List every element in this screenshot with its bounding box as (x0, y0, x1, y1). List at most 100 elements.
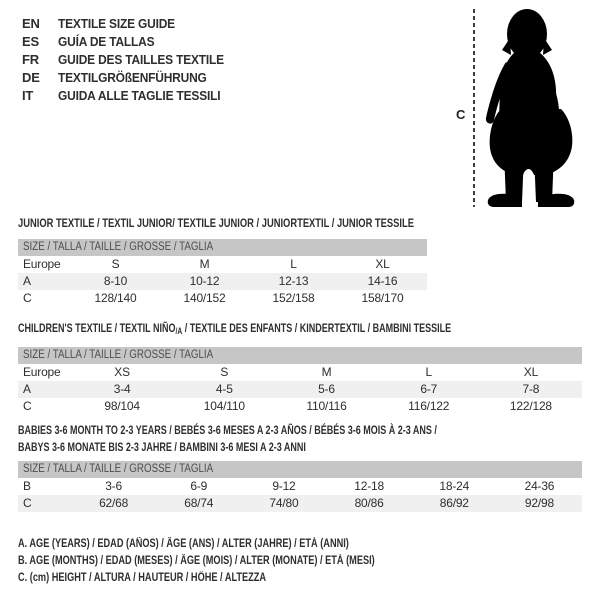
months-cell: 3-6 (105, 479, 122, 493)
height-cell: 68/74 (184, 496, 214, 510)
junior-size-table: SIZE / TALLA / TAILLE / GRÖSSE / TAGLIA … (18, 239, 427, 307)
row-label: C (23, 291, 32, 305)
footnote-a: A. AGE (YEARS) / EDAD (AÑOS) / ÂGE (ANS)… (18, 536, 464, 553)
months-cell: 9-12 (272, 479, 296, 493)
table-row-age: A 3-4 4-5 5-6 6-7 7-8 (18, 381, 582, 398)
height-cell: 98/104 (104, 399, 140, 413)
legend-row-es: ES GUÍA DE TALLAS (22, 33, 238, 51)
title-post: / TEXTILE DES ENFANTS / KINDERTEXTIL / B… (182, 321, 452, 335)
table-row-height: C 128/140 140/152 152/158 158/170 (18, 290, 427, 307)
table-row-height: C 98/104 104/110 110/116 116/122 122/128 (18, 398, 582, 415)
size-cell: L (290, 257, 297, 271)
age-cell: 10-12 (189, 274, 220, 288)
language-code: IT (22, 88, 34, 103)
language-code: DE (22, 70, 40, 85)
guide-title-en: TEXTILE SIZE GUIDE (58, 16, 175, 31)
height-cell: 92/98 (524, 496, 554, 510)
height-cell: 122/128 (509, 399, 552, 413)
guide-title-it: GUIDA ALLE TAGLIE TESSILI (58, 88, 221, 103)
babies-size-table: SIZE / TALLA / TAILLE / GRÖSSE / TAGLIA … (18, 461, 582, 512)
height-cell: 104/110 (203, 399, 245, 413)
row-label: C (23, 399, 32, 413)
size-cell: XS (114, 365, 130, 379)
footnotes: A. AGE (YEARS) / EDAD (AÑOS) / ÂGE (ANS)… (18, 536, 464, 587)
size-table-header: SIZE / TALLA / TAILLE / GRÖSSE / TAGLIA (18, 239, 427, 256)
language-code: EN (22, 16, 40, 31)
children-size-table: SIZE / TALLA / TAILLE / GRÖSSE / TAGLIA … (18, 347, 582, 415)
babies-title-line2: BABYS 3-6 MONATE BIS 2-3 JAHRE / BAMBINI… (18, 440, 306, 454)
language-code: ES (22, 34, 39, 49)
size-table-header-text: SIZE / TALLA / TAILLE / GRÖSSE / TAGLIA (23, 463, 214, 475)
row-label: Europe (23, 257, 61, 271)
height-cell: 80/86 (354, 496, 384, 510)
table-row-months: B 3-6 6-9 9-12 12-18 18-24 24-36 (18, 478, 582, 495)
row-label: A (23, 274, 31, 288)
row-label: A (23, 382, 31, 396)
footnote-b: B. AGE (MONTHS) / EDAD (MESES) / ÂGE (MO… (18, 553, 464, 570)
size-cell: S (220, 365, 229, 379)
guide-title-es: GUÍA DE TALLAS (58, 34, 155, 49)
months-cell: 12-18 (354, 479, 384, 493)
size-table-header-text: SIZE / TALLA / TAILLE / GRÖSSE / TAGLIA (23, 349, 214, 361)
footnote-a-text: A. AGE (YEARS) / EDAD (AÑOS) / ÂGE (ANS)… (18, 538, 349, 550)
height-cell: 116/122 (408, 399, 450, 413)
age-cell: 7-8 (522, 382, 540, 396)
size-cell: M (321, 365, 332, 379)
junior-section-title-text: JUNIOR TEXTILE / TEXTIL JUNIOR/ TEXTILE … (18, 216, 414, 230)
row-label: Europe (23, 365, 61, 379)
months-cell: 24-36 (524, 479, 555, 493)
height-cell: 62/68 (99, 496, 129, 510)
children-section-title-text: CHILDREN'S TEXTILE / TEXTIL NIÑO/A / TEX… (18, 320, 451, 340)
guide-title-de: TEXTILGRÖßENFÜHRUNG (58, 70, 207, 85)
size-cell: L (425, 365, 432, 379)
children-section-title: CHILDREN'S TEXTILE / TEXTIL NIÑO/A / TEX… (18, 320, 595, 340)
table-row-height: C 62/68 68/74 74/80 80/86 86/92 92/98 (18, 495, 582, 512)
footnote-c: C. (cm) HEIGHT / ALTURA / HAUTEUR / HÖHE… (18, 570, 464, 587)
size-cell: S (111, 257, 120, 271)
age-cell: 6-7 (420, 382, 438, 396)
height-cell: 140/152 (183, 291, 226, 305)
footnote-b-text: B. AGE (MONTHS) / EDAD (MESES) / ÂGE (MO… (18, 555, 375, 567)
height-measure-dashed-line (473, 9, 475, 207)
legend-row-de: DE TEXTILGRÖßENFÜHRUNG (22, 69, 238, 87)
size-cell: M (199, 257, 210, 271)
age-cell: 12-13 (278, 274, 309, 288)
row-label: C (23, 496, 32, 510)
age-cell: 8-10 (103, 274, 128, 288)
age-cell: 14-16 (367, 274, 398, 288)
height-cell: 152/158 (272, 291, 315, 305)
babies-title-line1: BABIES 3-6 MONTH TO 2-3 YEARS / BEBÉS 3-… (18, 423, 437, 437)
height-cell: 158/170 (361, 291, 404, 305)
size-table-header: SIZE / TALLA / TAILLE / GRÖSSE / TAGLIA (18, 461, 582, 478)
footnote-c-text: C. (cm) HEIGHT / ALTURA / HAUTEUR / HÖHE… (18, 572, 267, 584)
size-cell: XL (375, 257, 390, 271)
language-code: FR (22, 52, 39, 67)
age-cell: 3-4 (113, 382, 131, 396)
babies-section-title: BABIES 3-6 MONTH TO 2-3 YEARS / BEBÉS 3-… (18, 422, 577, 456)
junior-section-title: JUNIOR TEXTILE / TEXTIL JUNIOR/ TEXTILE … (18, 215, 526, 232)
age-cell: 4-5 (215, 382, 233, 396)
months-cell: 6-9 (190, 479, 208, 493)
legend-row-fr: FR GUIDE DES TAILLES TEXTILE (22, 51, 238, 69)
height-cell: 110/116 (306, 399, 347, 413)
guide-title-fr: GUIDE DES TAILLES TEXTILE (58, 52, 224, 67)
title-pre: CHILDREN'S TEXTILE / TEXTIL NIÑO (18, 321, 176, 335)
legend-row-en: EN TEXTILE SIZE GUIDE (22, 15, 238, 33)
title-subscript: /A (175, 326, 183, 336)
height-cell: 128/140 (94, 291, 137, 305)
measure-label-c: C (456, 107, 466, 122)
table-row-age: A 8-10 10-12 12-13 14-16 (18, 273, 427, 290)
table-row-europe: Europe S M L XL (18, 256, 427, 273)
height-cell: 74/80 (269, 496, 299, 510)
age-cell: 5-6 (318, 382, 335, 396)
table-row-europe: Europe XS S M L XL (18, 364, 582, 381)
size-table-header-text: SIZE / TALLA / TAILLE / GRÖSSE / TAGLIA (23, 241, 214, 253)
size-table-header: SIZE / TALLA / TAILLE / GRÖSSE / TAGLIA (18, 347, 582, 364)
size-cell: XL (523, 365, 539, 379)
row-label: B (23, 479, 31, 493)
height-cell: 86/92 (439, 496, 469, 510)
toddler-silhouette (485, 9, 575, 207)
legend-row-it: IT GUIDA ALLE TAGLIE TESSILI (22, 87, 238, 105)
language-legend: EN TEXTILE SIZE GUIDE ES GUÍA DE TALLAS … (22, 15, 238, 105)
